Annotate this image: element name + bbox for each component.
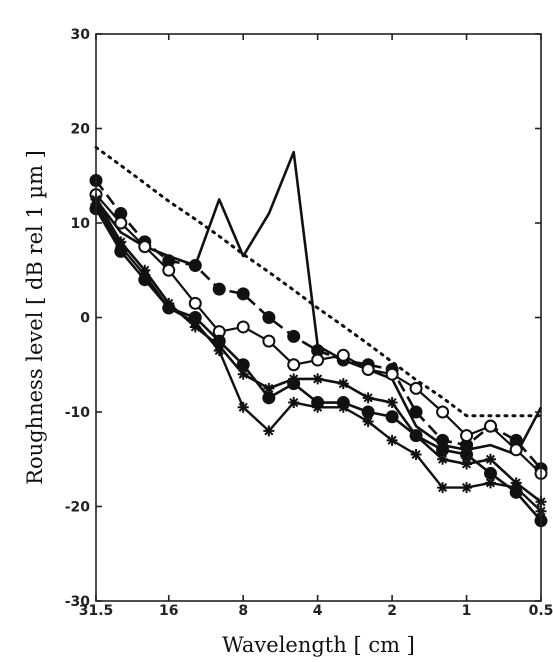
series-line	[94, 179, 542, 470]
star-marker	[139, 269, 151, 281]
filled-circle-marker	[409, 405, 423, 419]
series-line	[94, 145, 543, 418]
star-marker	[362, 392, 374, 404]
open-circle-marker	[484, 419, 498, 433]
star-marker	[386, 397, 398, 409]
filled-circle-marker	[460, 448, 474, 462]
open-circle-marker	[114, 216, 128, 230]
filled-circle-marker	[361, 405, 375, 419]
open-circle-marker	[287, 358, 301, 372]
filled-circle-marker	[236, 358, 250, 372]
x-tick-label: 8	[238, 603, 248, 619]
star-marker	[510, 482, 522, 494]
open-circle-marker	[236, 320, 250, 334]
filled-circle-marker	[236, 287, 250, 301]
filled-circle-marker	[287, 377, 301, 391]
filled-circle-marker	[262, 391, 276, 405]
y-axis-label: Roughness level [ dB rel 1 µm ]	[23, 150, 47, 485]
open-circle-marker	[409, 381, 423, 395]
filled-circle-marker	[212, 334, 226, 348]
star-marker	[337, 378, 349, 390]
star-marker	[237, 368, 249, 380]
x-tick-label: 31.5	[79, 603, 114, 619]
y-tick-label: 0	[80, 311, 90, 327]
filled-circle-marker	[484, 466, 498, 480]
y-tick-label: -10	[65, 405, 91, 421]
x-tick-label: 16	[159, 603, 178, 619]
open-circle-marker	[361, 362, 375, 376]
x-axis-label: Wavelength [ cm ]	[222, 633, 415, 657]
filled-circle-marker	[287, 329, 301, 343]
series-layer	[89, 145, 548, 528]
open-circle-marker	[262, 334, 276, 348]
open-circle-marker	[311, 353, 325, 367]
star-marker	[485, 453, 497, 465]
filled-circle-marker	[385, 410, 399, 424]
star-marker	[189, 316, 201, 328]
y-tick-label: 20	[71, 122, 91, 138]
star-marker	[410, 449, 422, 461]
open-circle-marker	[162, 263, 176, 277]
series-1	[94, 145, 543, 418]
star-marker	[312, 401, 324, 413]
filled-circle-marker	[460, 438, 474, 452]
star-marker	[288, 397, 300, 409]
y-tick-label: -20	[65, 500, 91, 516]
open-circle-marker	[460, 429, 474, 443]
open-circle-marker	[188, 296, 202, 310]
open-circle-marker	[336, 348, 350, 362]
filled-circle-marker	[262, 311, 276, 324]
star-marker	[163, 302, 175, 314]
star-marker	[362, 415, 374, 427]
star-marker	[437, 453, 449, 465]
y-tick-label: -30	[65, 594, 91, 610]
open-circle-marker	[509, 443, 523, 457]
filled-circle-marker	[114, 207, 128, 221]
star-marker	[485, 477, 497, 489]
tick-layer: 31.5 16 8 4 2 1 0.5 -30 -20 -10 0 10 20 30	[65, 27, 553, 619]
star-marker	[312, 373, 324, 385]
x-tick-label: 1	[462, 603, 472, 619]
y-tick-label: 10	[71, 216, 91, 232]
filled-circle-marker	[212, 282, 226, 296]
filled-circle-marker	[311, 344, 325, 358]
plot-frame	[95, 33, 542, 602]
open-circle-marker	[385, 367, 399, 381]
open-circle-marker	[138, 240, 152, 254]
filled-circle-marker	[436, 433, 450, 447]
star-marker	[437, 482, 449, 494]
filled-circle-marker	[409, 429, 423, 443]
star-marker	[263, 425, 275, 437]
y-tick-label: 30	[71, 27, 91, 43]
filled-circle-marker	[162, 254, 176, 268]
star-marker	[213, 345, 225, 357]
filled-circle-marker	[188, 259, 202, 273]
star-marker	[337, 401, 349, 413]
star-marker	[237, 401, 249, 413]
star-marker	[115, 241, 127, 253]
open-circle-marker	[436, 405, 450, 419]
series-line	[95, 193, 542, 475]
star-marker	[461, 458, 473, 470]
x-tick-label: 2	[387, 603, 397, 619]
star-marker	[263, 382, 275, 394]
filled-circle-marker	[436, 443, 450, 457]
filled-circle-marker	[509, 433, 523, 447]
star-marker	[461, 482, 473, 494]
x-tick-label: 4	[313, 603, 323, 619]
x-tick-label: 0.5	[529, 603, 553, 619]
star-marker	[386, 434, 398, 446]
